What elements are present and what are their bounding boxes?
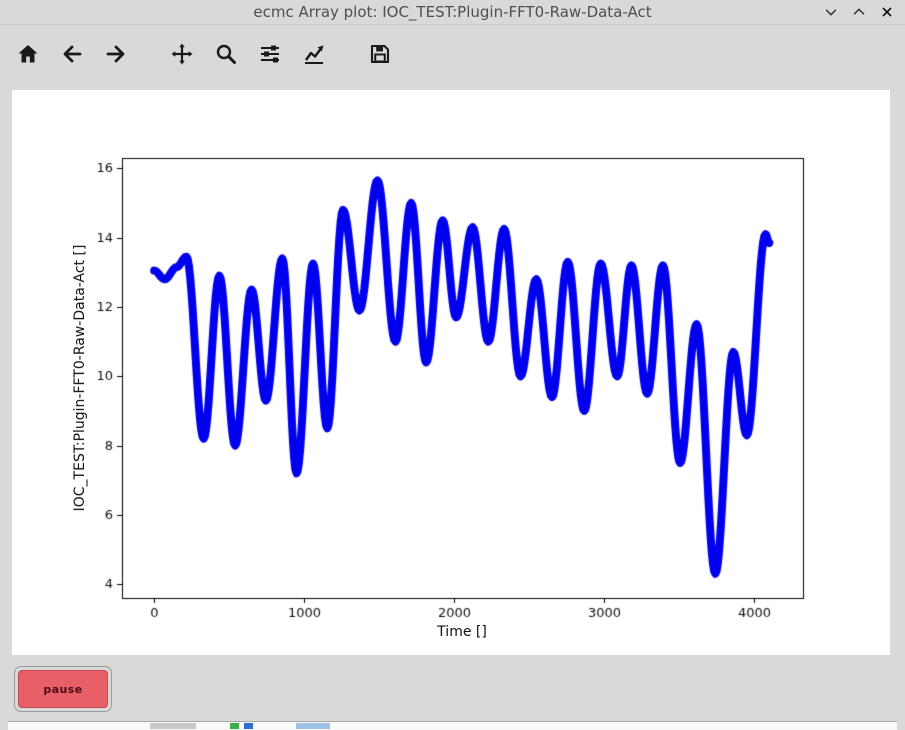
window-title: ecmc Array plot: IOC_TEST:Plugin-FFT0-Ra… — [253, 3, 652, 21]
save-button[interactable] — [362, 38, 398, 74]
pause-button-frame: pause — [14, 666, 112, 712]
figure-area: IOC_TEST:Plugin-FFT0-Raw-Data-Act [] Tim… — [12, 90, 890, 655]
pan-button[interactable] — [164, 38, 200, 74]
back-button[interactable] — [54, 38, 90, 74]
window-controls — [821, 0, 897, 24]
back-arrow-icon — [60, 42, 84, 70]
plot-canvas[interactable] — [12, 90, 890, 655]
close-icon[interactable] — [877, 2, 897, 22]
home-button[interactable] — [10, 38, 46, 74]
magnifier-icon — [214, 42, 238, 70]
pan-arrows-icon — [170, 42, 194, 70]
line-chart-icon — [302, 42, 326, 70]
customize-button[interactable] — [296, 38, 332, 74]
taskbar-item — [244, 723, 253, 729]
forward-button[interactable] — [98, 38, 134, 74]
taskbar-item — [230, 723, 239, 729]
home-icon — [16, 42, 40, 70]
plot-toolbar — [10, 38, 406, 74]
toolbar-separator — [142, 56, 164, 57]
chevron-down-icon[interactable] — [821, 2, 841, 22]
y-axis-label: IOC_TEST:Plugin-FFT0-Raw-Data-Act [] — [72, 244, 88, 512]
subplots-button[interactable] — [252, 38, 288, 74]
taskbar-item — [296, 723, 330, 729]
toolbar-separator — [340, 56, 362, 57]
forward-arrow-icon — [104, 42, 128, 70]
taskbar-sliver — [8, 721, 897, 730]
pause-button[interactable]: pause — [18, 670, 108, 708]
taskbar-item — [150, 723, 196, 729]
floppy-save-icon — [368, 42, 392, 70]
titlebar: ecmc Array plot: IOC_TEST:Plugin-FFT0-Ra… — [0, 0, 905, 25]
chevron-up-icon[interactable] — [849, 2, 869, 22]
x-axis-label: Time [] — [437, 624, 487, 640]
zoom-button[interactable] — [208, 38, 244, 74]
sliders-icon — [258, 42, 282, 70]
